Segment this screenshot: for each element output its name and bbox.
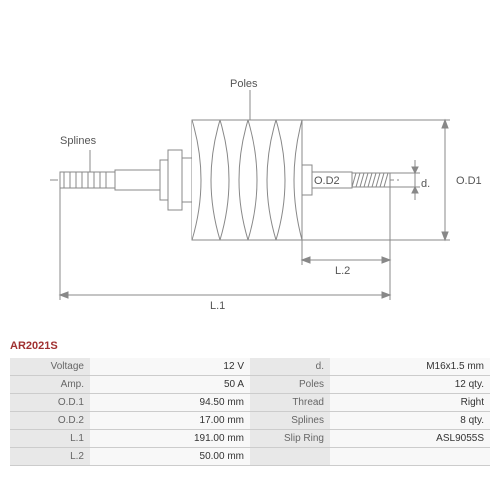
od1-label: O.D1 xyxy=(456,175,482,187)
spec-row: O.D.217.00 mmSplines8 qty. xyxy=(10,412,490,430)
spec-row: L.1191.00 mmSlip RingASL9055S xyxy=(10,430,490,448)
spec-row: O.D.194.50 mmThreadRight xyxy=(10,394,490,412)
l2-label: L.2 xyxy=(335,265,350,277)
spec-row: Amp.50 APoles12 qty. xyxy=(10,376,490,394)
splines-label: Splines xyxy=(60,135,96,147)
d-label: d. xyxy=(421,178,430,190)
spec-row: L.250.00 mm xyxy=(10,448,490,466)
part-number: AR2021S xyxy=(10,340,58,352)
spec-row: Voltage12 Vd.M16x1.5 mm xyxy=(10,358,490,376)
od2-label: O.D2 xyxy=(314,175,340,187)
l1-label: L.1 xyxy=(210,300,225,312)
poles-label: Poles xyxy=(230,78,258,90)
spec-table: Voltage12 Vd.M16x1.5 mmAmp.50 APoles12 q… xyxy=(10,358,490,466)
